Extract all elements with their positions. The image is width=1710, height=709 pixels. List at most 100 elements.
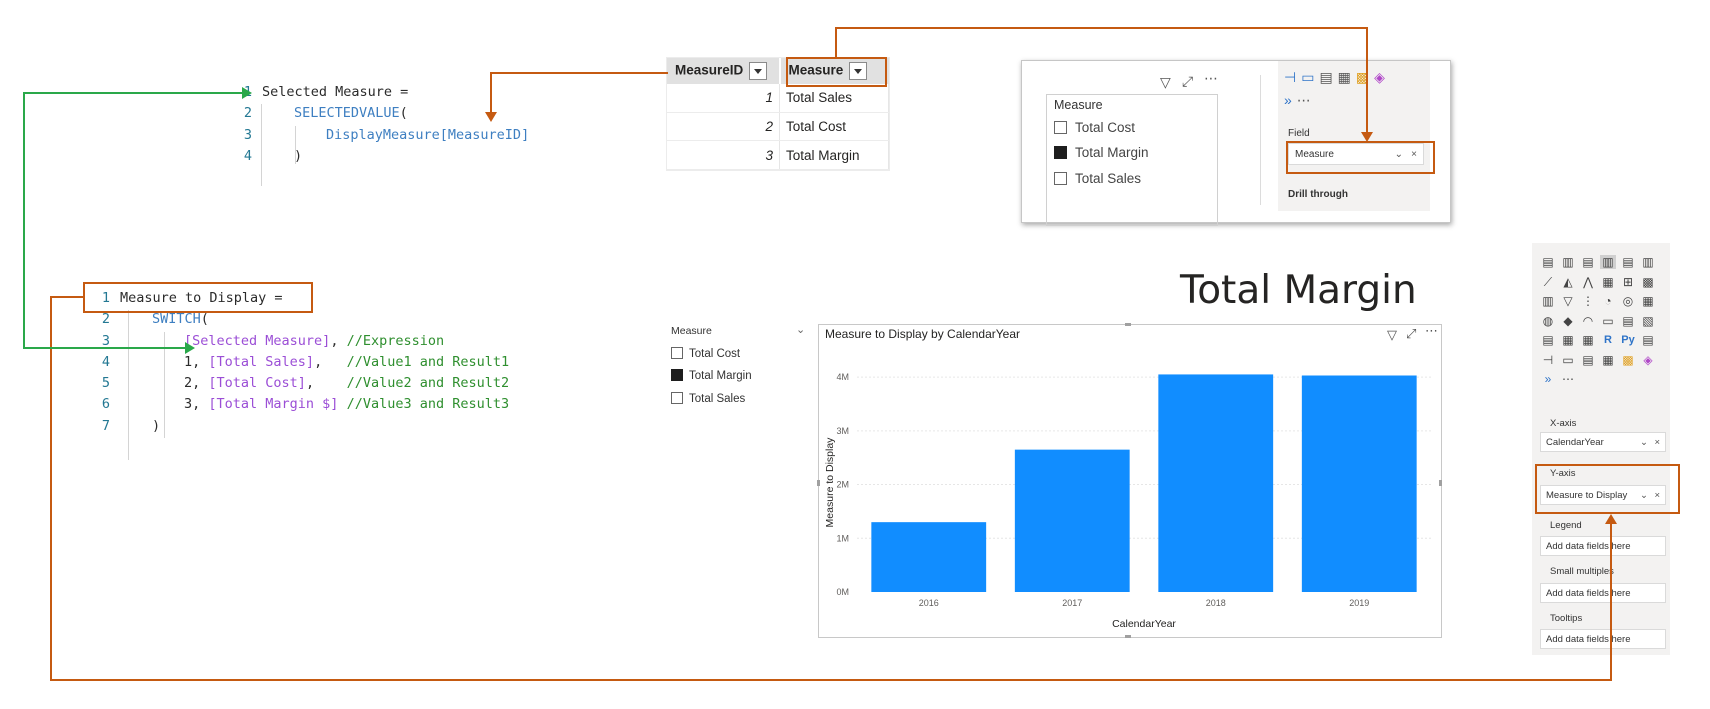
- filled-map-icon[interactable]: ◆: [1563, 313, 1573, 328]
- chevron-right-icon[interactable]: »: [1284, 92, 1297, 108]
- more-visuals-icon[interactable]: ⋯: [1562, 372, 1574, 386]
- filter-icon[interactable]: ▽: [1387, 327, 1397, 342]
- paginated-report-icon[interactable]: ▤: [1319, 69, 1338, 85]
- more-visuals-icon[interactable]: ⋯: [1296, 92, 1316, 108]
- line-clustered-icon[interactable]: ⊞: [1622, 274, 1634, 289]
- checkbox[interactable]: [1054, 146, 1067, 159]
- filter-icon[interactable]: ▽: [1160, 74, 1171, 90]
- power-automate-icon[interactable]: ◈: [1374, 69, 1390, 85]
- connector-orange: [490, 72, 668, 74]
- slicer-icon[interactable]: ▤: [1542, 333, 1554, 347]
- field-well[interactable]: Measure ⌄ ×: [1288, 143, 1424, 165]
- code-text: 1, [Total Sales], //Value1 and Result1: [184, 353, 510, 370]
- slicer-option-total-margin[interactable]: Total Margin: [1054, 145, 1149, 160]
- resize-handle[interactable]: [817, 480, 820, 486]
- column-chart-visual[interactable]: Measure to Display by CalendarYear ▽ ⤢ ⋯…: [818, 323, 1442, 638]
- resize-handle[interactable]: [1125, 635, 1131, 638]
- table-icon[interactable]: ▦: [1562, 333, 1574, 347]
- kpi-icon[interactable]: ▧: [1642, 313, 1654, 328]
- checkbox[interactable]: [671, 347, 683, 359]
- chevron-down-icon[interactable]: ⌄: [1640, 490, 1648, 501]
- checkbox[interactable]: [1054, 121, 1067, 134]
- table-row[interactable]: 3 Total Margin: [667, 140, 889, 170]
- table-row[interactable]: 2 Total Cost: [667, 112, 889, 142]
- r-visual-icon[interactable]: R: [1604, 334, 1612, 346]
- legend-well[interactable]: Add data fields here: [1540, 536, 1666, 556]
- small-multiples-well[interactable]: Add data fields here: [1540, 583, 1666, 603]
- checkbox[interactable]: [671, 369, 683, 381]
- resize-handle[interactable]: [1439, 480, 1442, 486]
- clustered-column-icon[interactable]: ▥: [1600, 255, 1616, 269]
- funnel-icon[interactable]: ▽: [1563, 294, 1573, 308]
- focus-mode-icon[interactable]: ⤢: [1406, 326, 1417, 341]
- 100-bar-icon[interactable]: ▤: [1622, 255, 1634, 269]
- qa-icon[interactable]: ▭: [1562, 352, 1574, 367]
- connector-green: [23, 347, 187, 349]
- multirow-card-icon[interactable]: ▤: [1622, 313, 1634, 328]
- column-header-measureid[interactable]: MeasureID: [667, 58, 781, 84]
- code-text: [Selected Measure], //Expression: [184, 332, 445, 349]
- checkbox[interactable]: [671, 392, 683, 404]
- area-chart-icon[interactable]: ◭: [1563, 274, 1573, 289]
- checkbox[interactable]: [1054, 172, 1067, 185]
- dropdown-icon[interactable]: [749, 62, 768, 80]
- line-chart-icon[interactable]: ⟋: [1543, 274, 1553, 289]
- power-apps-icon[interactable]: ▩: [1356, 69, 1374, 85]
- resize-handle[interactable]: [1125, 323, 1131, 326]
- dropdown-icon[interactable]: [849, 62, 868, 80]
- chevron-down-icon[interactable]: ⌄: [1394, 149, 1403, 160]
- matrix-icon[interactable]: ▦: [1582, 333, 1594, 347]
- smart-narrative-icon[interactable]: ▦: [1337, 69, 1356, 85]
- measure-cell: Total Sales: [779, 84, 889, 113]
- chevron-down-icon[interactable]: ⌄: [796, 324, 806, 336]
- y-axis-well[interactable]: Measure to Display ⌄ ×: [1540, 485, 1666, 505]
- donut-icon[interactable]: ◎: [1622, 294, 1634, 308]
- waterfall-icon[interactable]: ▥: [1542, 294, 1554, 308]
- clustered-bar-icon[interactable]: ▤: [1582, 255, 1594, 269]
- close-icon[interactable]: ×: [1654, 437, 1660, 448]
- page-slicer-option-total-margin[interactable]: Total Margin: [671, 369, 752, 382]
- more-options-icon[interactable]: ⋯: [1204, 70, 1218, 86]
- table-row[interactable]: 1 Total Sales: [667, 84, 889, 113]
- scatter-icon[interactable]: ⋮: [1582, 294, 1594, 308]
- decomposition-tree-icon[interactable]: ⊣: [1542, 352, 1554, 367]
- column-header-measure[interactable]: Measure: [779, 58, 889, 84]
- power-automate-icon[interactable]: ◈: [1643, 352, 1653, 367]
- stacked-bar-icon[interactable]: ▤: [1542, 255, 1554, 269]
- code-text: ): [294, 147, 303, 164]
- chevron-right-icon[interactable]: »: [1544, 372, 1552, 386]
- close-icon[interactable]: ×: [1654, 490, 1660, 501]
- close-icon[interactable]: ×: [1411, 149, 1417, 160]
- treemap-icon[interactable]: ▦: [1642, 294, 1654, 308]
- power-apps-icon[interactable]: ▩: [1622, 352, 1634, 367]
- paginated-report-icon[interactable]: ▤: [1582, 352, 1594, 367]
- map-icon[interactable]: ◍: [1542, 313, 1554, 328]
- decomposition-tree-icon[interactable]: ⊣: [1284, 69, 1302, 85]
- stacked-area-icon[interactable]: ⋀: [1583, 274, 1593, 289]
- tooltips-label: Tooltips: [1550, 613, 1583, 624]
- smart-narrative-icon[interactable]: ▦: [1602, 352, 1614, 367]
- 100-column-icon[interactable]: ▥: [1642, 255, 1654, 269]
- key-influencers-icon[interactable]: ▤: [1642, 333, 1654, 347]
- focus-mode-icon[interactable]: ⤢: [1182, 73, 1194, 89]
- line-column-icon[interactable]: ▦: [1602, 274, 1614, 289]
- x-axis-well[interactable]: CalendarYear ⌄ ×: [1540, 432, 1666, 452]
- tooltips-well[interactable]: Add data fields here: [1540, 629, 1666, 649]
- gauge-icon[interactable]: ◠: [1582, 313, 1594, 328]
- pie-icon[interactable]: ◔: [1604, 294, 1612, 308]
- code-text: Measure to Display =: [120, 290, 283, 306]
- qa-icon[interactable]: ▭: [1301, 69, 1320, 85]
- card-icon[interactable]: ▭: [1602, 313, 1614, 328]
- chevron-down-icon[interactable]: ⌄: [1640, 437, 1648, 448]
- y-axis-title: Measure to Display: [824, 437, 836, 528]
- ribbon-icon[interactable]: ▩: [1642, 274, 1654, 289]
- stacked-column-icon[interactable]: ▥: [1562, 255, 1574, 269]
- slicer-option-total-sales[interactable]: Total Sales: [1054, 171, 1141, 186]
- page-slicer-option-total-cost[interactable]: Total Cost: [671, 347, 740, 360]
- more-options-icon[interactable]: ⋯: [1425, 323, 1438, 338]
- connector-orange: [835, 27, 837, 58]
- page-slicer-option-total-sales[interactable]: Total Sales: [671, 392, 745, 405]
- code-line: 2 SWITCH(: [86, 309, 606, 330]
- python-visual-icon[interactable]: Py: [1621, 334, 1635, 346]
- slicer-option-total-cost[interactable]: Total Cost: [1054, 120, 1135, 135]
